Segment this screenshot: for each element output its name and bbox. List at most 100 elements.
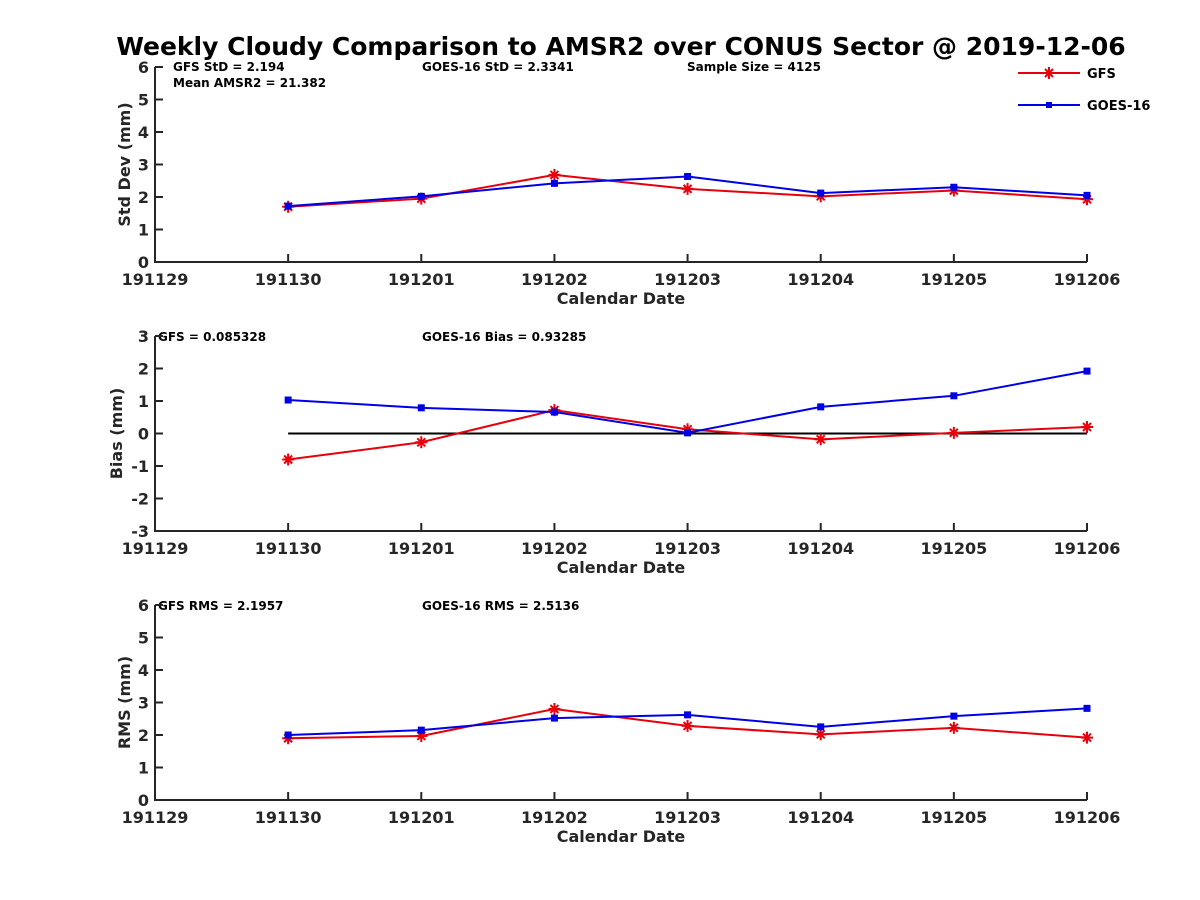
std-dev-x-tick-label: 191202 <box>521 270 588 289</box>
std-dev-plot-area <box>282 168 1093 213</box>
bias-gfs-point <box>947 426 960 439</box>
rms-gfs-point <box>681 719 694 732</box>
rms-x-tick-label: 191202 <box>521 808 588 827</box>
rms-goes-16-point <box>417 726 425 734</box>
bias-y-tick-label: -3 <box>131 522 149 541</box>
std-dev-goes-16-point <box>684 173 692 181</box>
bias-x-tick-label: 191206 <box>1054 539 1121 558</box>
rms-gfs-annotation: GFS RMS = 2.1957 <box>158 599 283 613</box>
bias-x-tick-label: 191201 <box>388 539 455 558</box>
bias-goes-16-point <box>950 392 958 400</box>
std-dev-goes-16-point <box>1083 191 1091 199</box>
bias-gfs-point <box>1081 421 1093 433</box>
std-dev-x-tick-label: 191130 <box>255 270 322 289</box>
bias-gfs-annotation: GFS = 0.085328 <box>158 330 266 344</box>
rms-x-tick-label: 191204 <box>787 808 854 827</box>
bias-x-tick-label: 191204 <box>787 539 854 558</box>
std-dev-goes-16-point <box>550 179 558 187</box>
rms-y-tick-label: 2 <box>138 726 149 745</box>
std-dev-gfs-point <box>681 182 694 195</box>
bias-y-tick-label: 1 <box>138 392 149 411</box>
rms-y-tick-label: 0 <box>138 791 149 810</box>
std-dev-goes-annotation: GOES-16 StD = 2.3341 <box>422 60 574 74</box>
rms-y-tick-label: 1 <box>138 759 149 778</box>
rms-gfs-point <box>814 728 827 741</box>
std-dev-gfs-annotation: GFS StD = 2.194 <box>173 60 285 74</box>
rms-x-tick-label: 191203 <box>654 808 721 827</box>
rms-x-tick-label: 191201 <box>388 808 455 827</box>
rms-goes-annotation: GOES-16 RMS = 2.5136 <box>422 599 579 613</box>
legend-goes-label: GOES-16 <box>1087 99 1150 114</box>
bias-goes-16-point <box>817 403 825 411</box>
bias-goes-16-point <box>684 429 692 437</box>
std-dev-y-tick-label: 2 <box>138 188 149 207</box>
bias-gfs-point <box>282 453 295 466</box>
std-dev-x-axis-label: Calendar Date <box>557 289 686 308</box>
sample-size-annotation: Sample Size = 4125 <box>687 60 821 74</box>
bias-x-tick-label: 191202 <box>521 539 588 558</box>
legend-goes-marker <box>1046 102 1052 108</box>
bias-gfs-point <box>814 433 827 446</box>
bias-x-axis-label: Calendar Date <box>557 558 686 577</box>
std-dev-gfs-point <box>548 168 561 181</box>
rms-goes-16-point <box>684 711 692 719</box>
rms-gfs-point <box>415 729 428 742</box>
std-dev-x-tick-label: 191205 <box>920 270 987 289</box>
rms-y-axis-label: RMS (mm) <box>115 656 134 749</box>
bias-goes-16-point <box>550 408 558 416</box>
std-dev-y-tick-label: 5 <box>138 91 149 110</box>
rms-y-tick-label: 5 <box>138 629 149 648</box>
legend-gfs-marker <box>1043 67 1055 79</box>
bias-y-axis-label: Bias (mm) <box>107 388 126 480</box>
rms-goes-16-point <box>284 731 292 739</box>
bias-goes-16-point <box>284 396 292 404</box>
std-dev-x-tick-label: 191206 <box>1054 270 1121 289</box>
rms-goes-16-point <box>950 712 958 720</box>
legend-gfs-label: GFS <box>1087 67 1116 82</box>
bias-y-tick-label: 3 <box>138 327 149 346</box>
rms-y-tick-label: 6 <box>138 596 149 615</box>
bias-goes-16-point <box>417 404 425 412</box>
rms-x-axis-label: Calendar Date <box>557 827 686 846</box>
std-dev-gfs-point <box>1081 193 1093 206</box>
rms-goes-16-point <box>817 723 825 731</box>
std-dev-y-tick-label: 0 <box>138 253 149 272</box>
bias-goes-annotation: GOES-16 Bias = 0.93285 <box>422 330 586 344</box>
rms-x-tick-label: 191129 <box>122 808 189 827</box>
mean-amsr2-annotation: Mean AMSR2 = 21.382 <box>173 76 326 90</box>
std-dev-y-tick-label: 6 <box>138 58 149 77</box>
std-dev-y-axis-label: Std Dev (mm) <box>115 102 134 226</box>
rms-gfs-point <box>1081 731 1093 744</box>
rms-plot-area <box>282 703 1093 745</box>
bias-y-tick-label: -2 <box>131 490 149 509</box>
std-dev-goes-16-point <box>417 192 425 200</box>
std-dev-y-tick-label: 1 <box>138 221 149 240</box>
std-dev-x-tick-label: 191203 <box>654 270 721 289</box>
bias-x-tick-label: 191203 <box>654 539 721 558</box>
bias-gfs-point <box>415 436 428 449</box>
bias-y-tick-label: 2 <box>138 360 149 379</box>
bias-x-tick-label: 191205 <box>920 539 987 558</box>
legend: GFS GOES-16 <box>1018 67 1150 114</box>
rms-goes-16-point <box>550 714 558 722</box>
std-dev-x-tick-label: 191129 <box>122 270 189 289</box>
bias-plot-area <box>282 367 1093 466</box>
bias-y-tick-label: -1 <box>131 457 149 476</box>
rms-gfs-point <box>548 703 561 715</box>
bias-x-tick-label: 191130 <box>255 539 322 558</box>
bias-goes-16-point <box>1083 367 1091 375</box>
rms-x-tick-label: 191206 <box>1054 808 1121 827</box>
rms-x-tick-label: 191130 <box>255 808 322 827</box>
rms-gfs-point <box>947 721 960 734</box>
std-dev-x-tick-label: 191204 <box>787 270 854 289</box>
rms-goes-16-point <box>1083 704 1091 712</box>
std-dev-y-tick-label: 3 <box>138 156 149 175</box>
chart-title: Weekly Cloudy Comparison to AMSR2 over C… <box>116 32 1125 61</box>
bias-y-tick-label: 0 <box>138 425 149 444</box>
std-dev-goes-16-point <box>817 189 825 197</box>
bias-gfs-point <box>681 423 694 436</box>
bias-x-tick-label: 191129 <box>122 539 189 558</box>
rms-x-tick-label: 191205 <box>920 808 987 827</box>
